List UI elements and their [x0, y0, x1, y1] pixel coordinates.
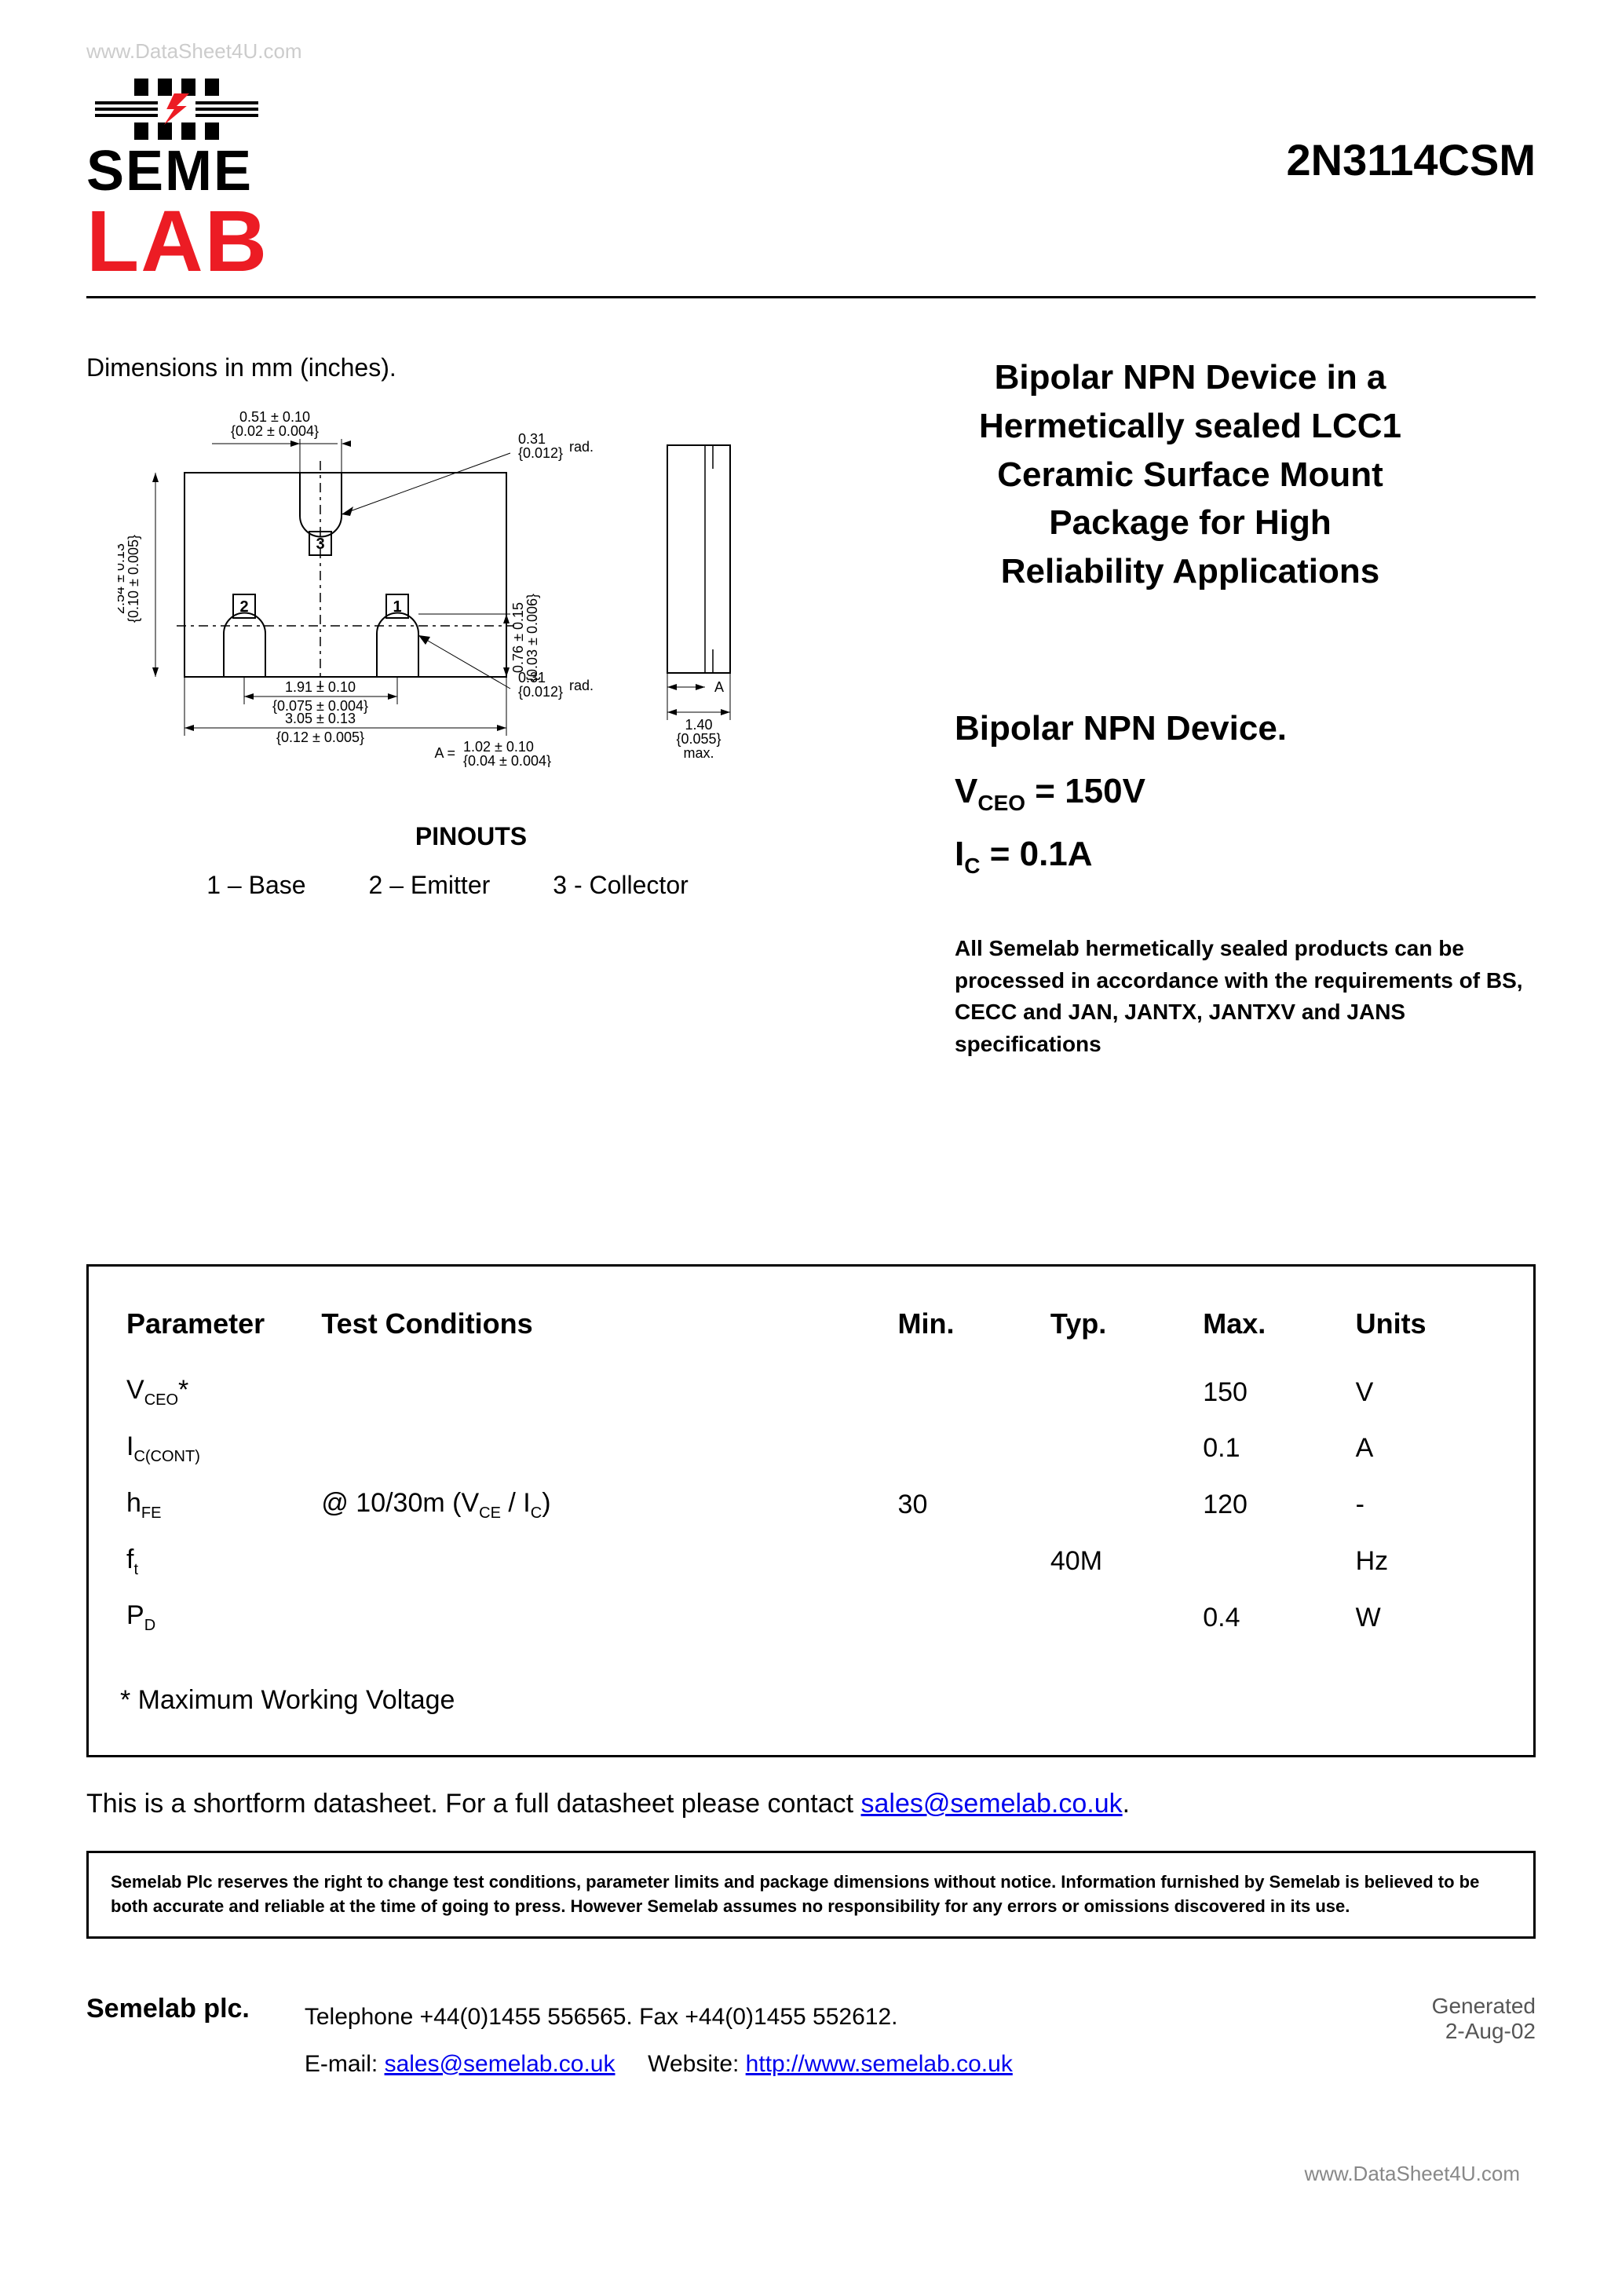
pinout-2: 2 – Emitter [369, 871, 491, 900]
pinouts-title: PINOUTS [165, 822, 777, 851]
th-max: Max. [1196, 1298, 1349, 1364]
lightning-icon [164, 93, 189, 125]
pinouts-list: 1 – Base 2 – Emitter 3 - Collector [118, 871, 777, 900]
th-units: Units [1350, 1298, 1502, 1364]
semelab-logo: SEME LAB [86, 79, 269, 280]
pinout-3: 3 - Collector [553, 871, 689, 900]
package-diagram: 2.54 ± 0.13 {0.10 ± 0.005} 0.51 ± 0.10 {… [118, 406, 777, 767]
header: SEME LAB 2N3114CSM [86, 79, 1536, 298]
svg-text:A =: A = [434, 745, 455, 761]
svg-text:{0.12 ± 0.005}: {0.12 ± 0.005} [276, 729, 364, 745]
svg-text:{0.012}: {0.012} [518, 684, 563, 700]
svg-text:3: 3 [316, 536, 324, 553]
footer-website-link[interactable]: http://www.semelab.co.uk [746, 2051, 1013, 2077]
svg-text:0.76 ± 0.15: 0.76 ± 0.15 [510, 602, 526, 673]
key-specs: Bipolar NPN Device. VCEO = 150V IC = 0.1… [955, 697, 1536, 886]
svg-text:rad.: rad. [569, 439, 594, 455]
watermark-bottom-right: www.DataSheet4U.com [1304, 2162, 1520, 2186]
svg-text:{0.055}: {0.055} [676, 731, 721, 747]
svg-text:0.51 ± 0.10: 0.51 ± 0.10 [239, 409, 310, 425]
svg-text:max.: max. [683, 745, 714, 761]
th-parameter: Parameter [120, 1298, 315, 1364]
footer-company: Semelab plc. [86, 1994, 250, 2024]
description-title: Bipolar NPN Device in a Hermetically sea… [845, 353, 1536, 595]
table-row: IC(CONT)0.1A [120, 1420, 1502, 1477]
footer-generated: Generated [1432, 1994, 1536, 2019]
svg-text:1.02 ± 0.10: 1.02 ± 0.10 [463, 739, 534, 755]
svg-text:{0.03 ± 0.006}: {0.03 ± 0.006} [524, 594, 540, 682]
svg-text:A: A [714, 679, 724, 695]
svg-text:1.91 ± 0.10: 1.91 ± 0.10 [285, 679, 356, 695]
th-conditions: Test Conditions [315, 1298, 891, 1364]
svg-text:rad.: rad. [569, 678, 594, 693]
footer-telephone: Telephone +44(0)1455 556565. Fax +44(0)1… [305, 1994, 1013, 2041]
brand-seme: SEME [86, 144, 253, 198]
footer: Semelab plc. Telephone +44(0)1455 556565… [86, 1994, 1536, 2088]
svg-text:{0.02 ± 0.004}: {0.02 ± 0.004} [231, 423, 319, 439]
shortform-notice: This is a shortform datasheet. For a ful… [86, 1789, 1536, 1819]
footer-email-link[interactable]: sales@semelab.co.uk [385, 2051, 616, 2077]
table-row: hFE@ 10/30m (VCE / IC)30120- [120, 1477, 1502, 1534]
part-number: 2N3114CSM [1286, 134, 1536, 225]
svg-text:{0.04 ± 0.004}: {0.04 ± 0.004} [463, 753, 551, 767]
svg-text:1.40: 1.40 [685, 717, 712, 733]
svg-text:0.31: 0.31 [518, 431, 546, 447]
svg-text:2: 2 [239, 598, 248, 616]
table-footnote: * Maximum Working Voltage [120, 1685, 1502, 1716]
spec-compliance-note: All Semelab hermetically sealed products… [955, 933, 1536, 1060]
dimensions-label: Dimensions in mm (inches). [86, 353, 777, 382]
pinout-1: 1 – Base [206, 871, 305, 900]
parameter-table: Parameter Test Conditions Min. Typ. Max.… [86, 1264, 1536, 1757]
svg-text:3.05 ± 0.13: 3.05 ± 0.13 [285, 711, 356, 726]
brand-lab: LAB [86, 203, 269, 280]
footer-date: 2-Aug-02 [1432, 2019, 1536, 2044]
th-typ: Typ. [1044, 1298, 1196, 1364]
svg-text:{0.012}: {0.012} [518, 445, 563, 461]
svg-text:{0.10 ± 0.005}: {0.10 ± 0.005} [126, 535, 141, 623]
table-row: ft40MHz [120, 1534, 1502, 1590]
table-row: VCEO*150V [120, 1364, 1502, 1420]
svg-text:1: 1 [393, 598, 401, 616]
watermark-top-left: www.DataSheet4U.com [86, 39, 302, 64]
sales-email-link[interactable]: sales@semelab.co.uk [861, 1789, 1123, 1819]
th-min: Min. [892, 1298, 1044, 1364]
table-row: PD0.4W [120, 1589, 1502, 1646]
disclaimer: Semelab Plc reserves the right to change… [86, 1851, 1536, 1939]
